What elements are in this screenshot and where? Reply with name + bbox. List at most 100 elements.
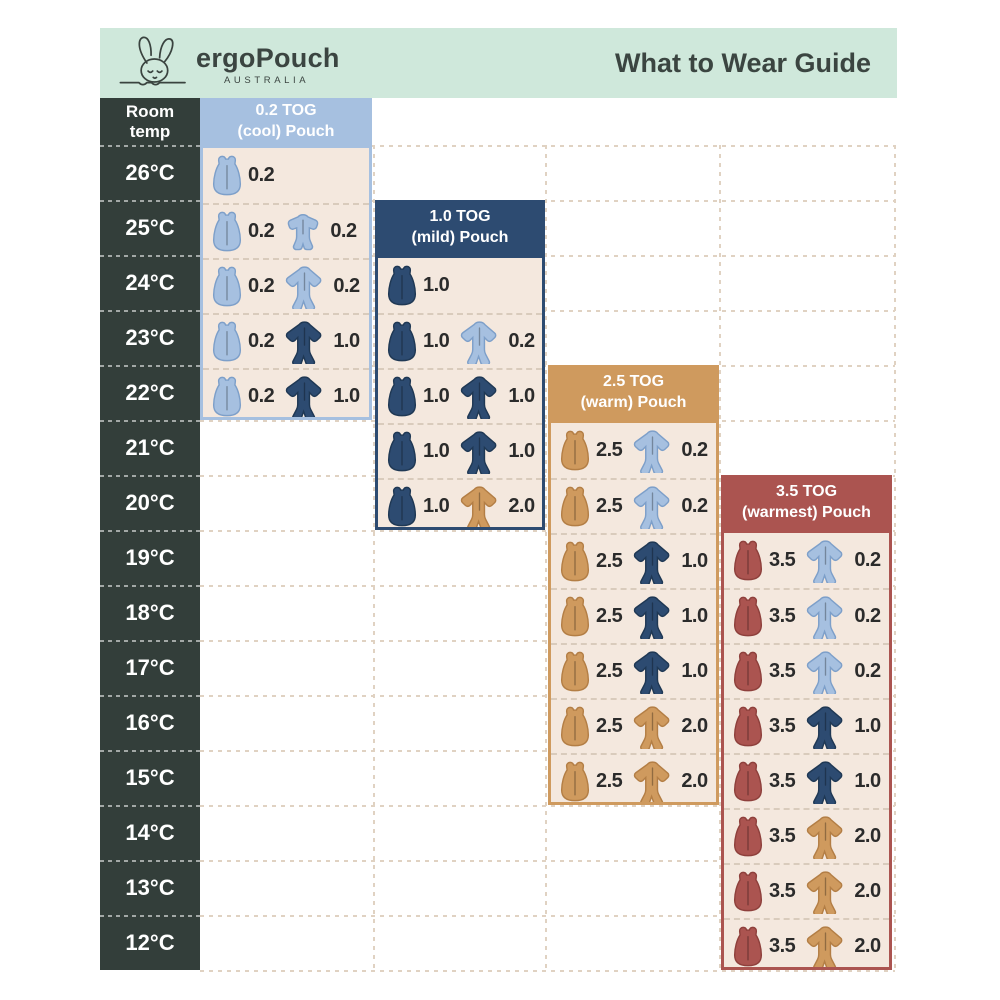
tog-value: 1.0	[423, 385, 450, 407]
room-temp-value: 20°C	[100, 475, 200, 530]
room-temp-label-line2: temp	[129, 121, 171, 141]
brand-text: ergoPouch AUSTRALIA	[196, 43, 340, 86]
outfit-item: 1.0	[802, 704, 881, 749]
pouch-panel: 0.2 TOG (cool) Pouch 0.2 0.2 0.2 0.2 0.2…	[200, 98, 372, 420]
outfit-item: 1.0	[629, 594, 708, 639]
pouch-name-title: (cool) Pouch	[237, 122, 335, 140]
room-temp-value: 25°C	[100, 200, 200, 255]
onesie-icon	[802, 924, 849, 969]
outfit-item: 0.2	[629, 428, 708, 473]
tog-value: 1.0	[854, 770, 881, 792]
outfit-row: 2.5 0.2	[551, 423, 716, 478]
outfit-item: 2.5	[559, 649, 623, 694]
pouch-icon	[386, 484, 418, 529]
pouch-icon	[732, 924, 764, 969]
outfit-row: 1.0	[378, 258, 542, 313]
tog-value: 2.0	[508, 495, 535, 517]
outfit-item: 1.0	[281, 319, 360, 364]
outfit-row: 2.5 2.0	[551, 753, 716, 805]
tog-value: 1.0	[854, 715, 881, 737]
outfit-row: 3.5 2.0	[724, 918, 889, 970]
tog-value: 1.0	[333, 330, 360, 352]
onesie-icon	[281, 319, 328, 364]
outfit-item: 0.2	[211, 153, 275, 198]
tog-value: 3.5	[769, 549, 796, 571]
tog-value: 0.2	[681, 495, 708, 517]
pouch-panel-body: 0.2 0.2 0.2 0.2 0.2 0.2 1.0 0.2 1.0	[200, 145, 372, 420]
outfit-item: 3.5	[732, 759, 796, 804]
grid-line-horizontal	[200, 530, 895, 532]
grid-line-vertical	[373, 145, 375, 970]
grid-line-horizontal	[200, 970, 895, 972]
onesie-icon	[629, 704, 676, 749]
room-temp-value: 23°C	[100, 310, 200, 365]
pouch-name-title: (warm) Pouch	[580, 393, 687, 411]
tog-value: 2.5	[596, 550, 623, 572]
onesie-icon	[802, 538, 849, 583]
pouch-icon	[732, 869, 764, 914]
outfit-row: 3.5 1.0	[724, 753, 889, 808]
grid-line-horizontal	[200, 585, 895, 587]
pouch-icon	[559, 704, 591, 749]
grid-line-horizontal	[200, 695, 895, 697]
tog-value: 2.0	[854, 935, 881, 957]
pouch-tog-title: 0.2 TOG	[255, 101, 317, 119]
outfit-item: 3.5	[732, 704, 796, 749]
romper-icon	[281, 212, 325, 252]
grid-line-horizontal	[200, 200, 895, 202]
outfit-item: 2.0	[802, 924, 881, 969]
tog-value: 0.2	[854, 605, 881, 627]
outfit-item: 2.0	[802, 814, 881, 859]
outfit-item	[888, 761, 889, 803]
outfit-item: 3.5	[732, 869, 796, 914]
outfit-item: 1.0	[629, 539, 708, 584]
singlet-icon	[888, 651, 892, 693]
tog-value: 3.5	[769, 605, 796, 627]
pouch-tog-title: 3.5 TOG	[775, 482, 838, 500]
tog-value: 2.0	[681, 770, 708, 792]
onesie-icon	[629, 539, 676, 584]
outfit-item: 3.5	[732, 649, 796, 694]
room-temp-value: 12°C	[100, 915, 200, 970]
tog-value: 0.2	[330, 220, 357, 242]
pouch-icon	[211, 209, 243, 254]
outfit-item: 2.5	[559, 484, 623, 529]
tog-value: 1.0	[423, 495, 450, 517]
pouch-panel-body: 3.5 0.2 3.5 0.2 3.5 0.2 3.5 1.0 3.5 1.0 …	[721, 530, 892, 970]
pouch-panel-header: 3.5 TOG (warmest) Pouch	[721, 475, 892, 530]
outfit-item	[542, 431, 543, 473]
tog-value: 2.5	[596, 439, 623, 461]
outfit-item: 3.5	[732, 594, 796, 639]
tog-value: 0.2	[248, 275, 275, 297]
onesie-icon	[281, 264, 328, 309]
outfit-item: 2.5	[559, 539, 623, 584]
room-temp-cells: 26°C 25°C 24°C 23°C 22°C 21°C 20°C 19°C 18°C 17°C…	[100, 145, 200, 970]
outfit-item: 1.0	[386, 374, 450, 419]
room-temp-value: 18°C	[100, 585, 200, 640]
tog-value: 1.0	[681, 660, 708, 682]
onesie-icon	[802, 594, 849, 639]
bunny-logo-icon	[119, 36, 186, 86]
room-temp-value: 26°C	[100, 145, 200, 200]
outfit-row: 1.0 0.2	[378, 313, 542, 368]
pouch-panel-header: 2.5 TOG (warm) Pouch	[548, 365, 719, 420]
tog-value: 1.0	[681, 605, 708, 627]
pouch-icon	[559, 484, 591, 529]
onesie-icon	[802, 649, 849, 694]
outfit-item	[888, 926, 889, 968]
outfit-item: 1.0	[386, 263, 450, 308]
pouch-panel: 2.5 TOG (warm) Pouch 2.5 0.2 2.5 0.2 2.5…	[548, 365, 719, 805]
pouch-panel-body: 2.5 0.2 2.5 0.2 2.5 1.0 2.5 1.0 2.5 1.0 …	[548, 420, 719, 805]
outfit-row: 3.5 0.2	[724, 533, 889, 588]
outfit-item: 1.0	[281, 374, 360, 419]
pouch-icon	[559, 428, 591, 473]
outfit-item: 2.5	[559, 594, 623, 639]
tog-value: 0.2	[248, 164, 275, 186]
room-temp-label-line1: Room	[125, 101, 175, 121]
outfit-item: 0.2	[802, 594, 881, 639]
singlet-icon	[888, 871, 892, 913]
outfit-item	[888, 651, 892, 693]
outfit-item	[715, 486, 716, 528]
outfit-item: 2.0	[456, 484, 535, 529]
grid-line-vertical	[719, 145, 721, 970]
